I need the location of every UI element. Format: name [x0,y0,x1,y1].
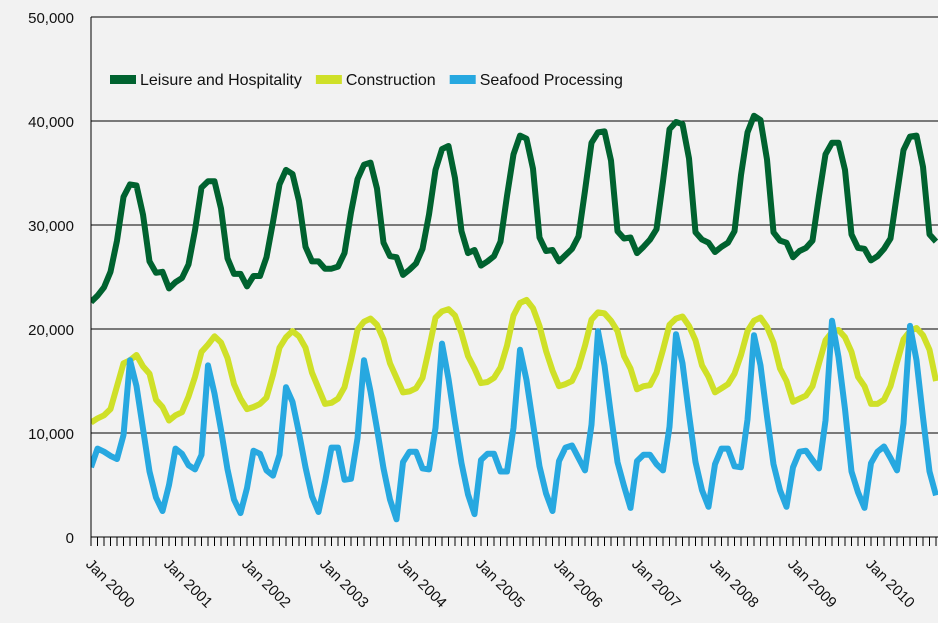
y-tick-label: 20,000 [28,322,74,339]
x-tick-label: Jan 2005 [472,556,528,612]
series-lines [91,112,938,523]
y-tick-label: 50,000 [28,10,74,27]
x-tick-label: Jan 2004 [394,556,450,612]
legend-swatch-2 [449,75,476,84]
x-tick-label: Jan 2001 [160,556,216,612]
x-tick-label: Jan 2008 [706,556,762,612]
legend-label-2: Seafood Processing [480,72,623,89]
x-axis-ticks: Jan 2000 Jan 2001 Jan 2002 Jan 2003 Jan 2004… [82,556,918,612]
legend: Leisure and Hospitality Construction Seafo… [110,72,623,89]
x-tick-label: Jan 2007 [628,556,684,612]
x-tick-label: Jan 2010 [862,556,918,612]
axes [90,17,938,546]
series-line-0 [91,112,938,305]
legend-swatch-1 [315,75,342,84]
legend-swatch-0 [110,75,136,84]
y-axis-ticks: 0 10,000 20,000 30,000 40,000 50,000 [28,10,74,547]
y-tick-label: 10,000 [28,426,74,443]
gridlines [91,16,938,434]
legend-label-0: Leisure and Hospitality [140,72,302,89]
y-tick-label: 30,000 [28,218,74,235]
x-tick-label: Jan 2002 [238,556,294,612]
y-tick-label: 0 [66,530,74,547]
series-line-2 [91,317,938,523]
series-line-1 [91,296,938,426]
x-tick-label: Jan 2000 [82,556,138,612]
x-tick-label: Jan 2006 [550,556,606,612]
y-tick-label: 40,000 [28,114,74,131]
legend-label-1: Construction [346,72,436,89]
x-tick-label: Jan 2003 [316,556,372,612]
x-tick-label: Jan 2009 [784,556,840,612]
